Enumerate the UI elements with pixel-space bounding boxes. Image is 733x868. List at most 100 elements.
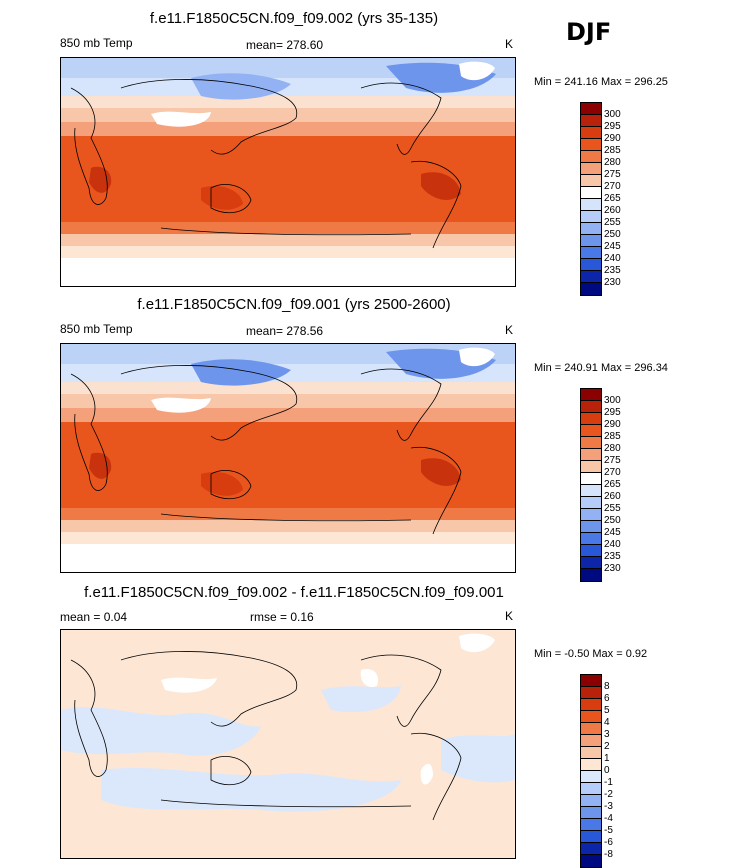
anomaly-negative-region	[321, 686, 401, 713]
colorbar-swatch	[581, 127, 601, 139]
colorbar-tick-label: 5	[604, 705, 610, 716]
panel3-mean-label: mean = 0.04	[60, 610, 128, 624]
panel1-title: f.e11.F1850C5CN.f09_f09.002 (yrs 35-135)	[149, 10, 439, 27]
south-america-warm	[421, 172, 461, 200]
colorbar-swatch	[581, 413, 601, 425]
colorbar-swatch	[581, 855, 601, 867]
band-south-mid	[61, 246, 515, 258]
colorbar-tick-label: 270	[604, 467, 621, 478]
colorbar-tick-label: 290	[604, 133, 621, 144]
colorbar-tick-label: 260	[604, 491, 621, 502]
band-south-temperate	[61, 234, 515, 246]
coastlines	[70, 79, 462, 249]
band-south-subtropic	[61, 222, 515, 234]
season-label: DJF	[566, 18, 612, 46]
coastlines	[70, 365, 462, 535]
australia-warm	[201, 185, 243, 210]
anomaly-negative-region	[441, 734, 515, 783]
colorbar-swatch	[581, 521, 601, 533]
colorbar-tick-label: 260	[604, 205, 621, 216]
coastlines	[70, 651, 462, 821]
colorbar-swatch	[581, 533, 601, 545]
colorbar-swatch	[581, 807, 601, 819]
colorbar-tick-label: 265	[604, 193, 621, 204]
colorbar-tick-label: 275	[604, 455, 621, 466]
colorbar-tick-label: 240	[604, 253, 621, 264]
band-north-subtropic	[61, 408, 515, 422]
colorbar-tick-label: 1	[604, 753, 610, 764]
colorbar-tick-label: 280	[604, 443, 621, 454]
rockies-mask	[360, 668, 379, 688]
colorbar-swatch	[581, 819, 601, 831]
panel3-units-label: K	[505, 609, 514, 623]
colorbar-tick-label: 230	[604, 563, 621, 574]
panel1-mean-label: mean= 278.60	[246, 38, 324, 52]
band-south-subtropic	[61, 508, 515, 520]
band-south-polar	[61, 258, 515, 286]
colorbar-tick-label: 290	[604, 419, 621, 430]
colorbar-swatch	[581, 449, 601, 461]
colorbar-swatch	[581, 711, 601, 723]
colorbar-swatch	[581, 271, 601, 283]
band-north-mid	[61, 382, 515, 394]
colorbar-swatch	[581, 783, 601, 795]
colorbar-swatch	[581, 461, 601, 473]
colorbar-tick-label: 265	[604, 479, 621, 490]
panel1-minmax-label: Min = 241.16 Max = 296.25	[534, 76, 668, 88]
colorbar-swatch	[581, 425, 601, 437]
colorbar-tick-label: -6	[604, 837, 613, 848]
colorbar-tick-label: 300	[604, 109, 621, 120]
colorbar-swatch	[581, 723, 601, 735]
colorbar-swatch	[581, 795, 601, 807]
colorbar-swatch	[581, 545, 601, 557]
colorbar-swatch	[581, 831, 601, 843]
greenland-ice	[459, 347, 495, 367]
colorbar-tick-label: -2	[604, 789, 613, 800]
colorbar-tick-label: 0	[604, 765, 610, 776]
tibet-mask	[161, 677, 217, 693]
colorbar-tick-label: -8	[604, 849, 613, 860]
colorbar-tick-label: 250	[604, 515, 621, 526]
colorbar-swatch	[581, 759, 601, 771]
colorbar-tick-label: 240	[604, 539, 621, 550]
colorbar-swatch	[581, 211, 601, 223]
colorbar-tick-label: -1	[604, 777, 613, 788]
panel2-colorbar	[580, 388, 602, 582]
colorbar-swatch	[581, 259, 601, 271]
south-america-warm	[421, 458, 461, 486]
panel2-minmax-label: Min = 240.91 Max = 296.34	[534, 362, 668, 374]
panel1-map	[60, 57, 516, 287]
colorbar-swatch	[581, 187, 601, 199]
panel2-map	[60, 343, 516, 573]
colorbar-swatch	[581, 843, 601, 855]
colorbar-swatch	[581, 163, 601, 175]
colorbar-swatch	[581, 771, 601, 783]
tibet-mask	[151, 397, 211, 413]
colorbar-tick-label: 275	[604, 169, 621, 180]
colorbar-tick-label: 8	[604, 681, 610, 692]
colorbar-tick-label: 255	[604, 503, 621, 514]
band-south-polar	[61, 544, 515, 572]
colorbar-tick-label: 255	[604, 217, 621, 228]
colorbar-swatch	[581, 473, 601, 485]
colorbar-tick-label: 6	[604, 693, 610, 704]
colorbar-swatch	[581, 735, 601, 747]
colorbar-swatch	[581, 569, 601, 581]
colorbar-swatch	[581, 675, 601, 687]
colorbar-swatch	[581, 103, 601, 115]
panel1-variable-label: 850 mb Temp	[60, 36, 133, 50]
colorbar-tick-label: 235	[604, 265, 621, 276]
panel2-title: f.e11.F1850C5CN.f09_f09.001 (yrs 2500-26…	[137, 296, 451, 313]
panel2-variable-label: 850 mb Temp	[60, 322, 133, 336]
andes-mask	[420, 763, 433, 785]
anomaly-negative-region	[101, 767, 401, 812]
colorbar-tick-label: 4	[604, 717, 610, 728]
siberia-cold	[191, 73, 291, 100]
band-north-subtropic	[61, 122, 515, 136]
colorbar-swatch	[581, 151, 601, 163]
band-north-temperate	[61, 108, 515, 122]
panel3-rmse-label: rmse = 0.16	[250, 610, 314, 624]
colorbar-swatch	[581, 139, 601, 151]
anomaly-negative-region	[61, 707, 261, 756]
colorbar-tick-label: 295	[604, 407, 621, 418]
